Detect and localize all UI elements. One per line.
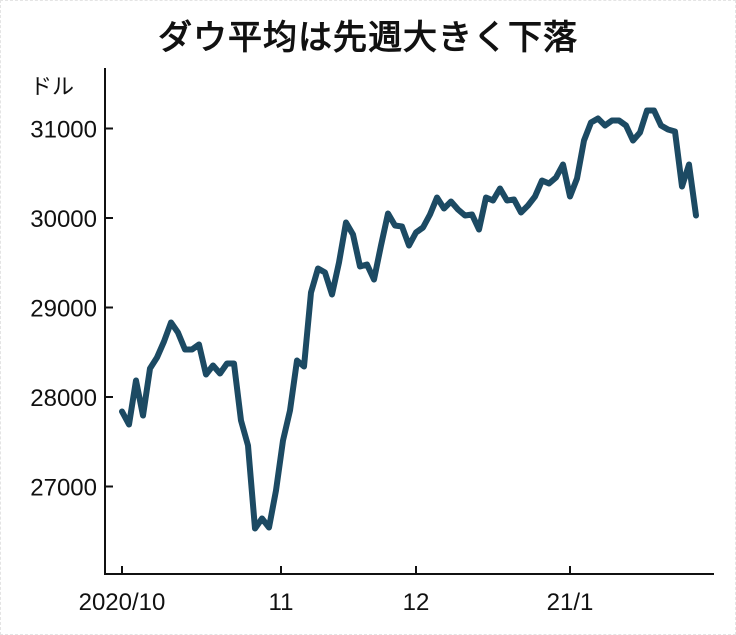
y-tick-label: 27000 bbox=[30, 475, 97, 502]
x-tick-label: 11 bbox=[269, 589, 294, 616]
series-line bbox=[119, 107, 699, 532]
x-tick-label: 12 bbox=[403, 589, 430, 616]
x-tick-label: 2020/10 bbox=[79, 589, 166, 616]
chart-title: ダウ平均は先週大きく下落 bbox=[158, 18, 578, 58]
y-tick-label: 30000 bbox=[30, 206, 97, 233]
y-axis-unit: ドル bbox=[30, 75, 74, 100]
y-tick-label: 28000 bbox=[30, 385, 97, 412]
x-tick-label: 21/1 bbox=[547, 589, 594, 616]
y-tick-label: 29000 bbox=[30, 296, 97, 323]
y-tick-label: 31000 bbox=[30, 117, 97, 144]
